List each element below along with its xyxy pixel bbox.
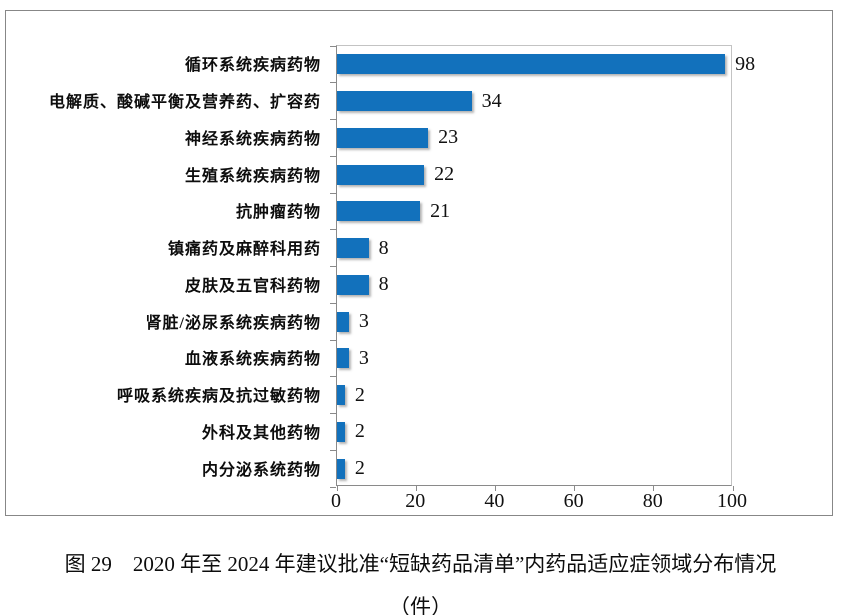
bar	[337, 201, 421, 222]
bar	[337, 54, 726, 75]
figure-caption-line1: 图 29 2020 年至 2024 年建议批准“短缺药品清单”内药品适应症领域分…	[64, 552, 777, 576]
x-axis-tick	[732, 486, 734, 491]
value-label: 2	[354, 420, 365, 443]
bar	[337, 238, 369, 259]
category-label: 抗肿瘤药物	[235, 204, 321, 222]
bar	[337, 311, 349, 332]
value-label: 23	[438, 126, 459, 149]
bar	[337, 164, 425, 185]
bar	[337, 274, 369, 295]
y-axis-tick	[330, 376, 336, 378]
x-axis-tick	[336, 486, 338, 491]
bar	[337, 348, 349, 369]
category-labels: 循环系统疾病药物电解质、酸碱平衡及营养药、扩容药神经系统疾病药物 生殖系统疾病药物…	[6, 45, 321, 486]
x-axis-tick	[494, 486, 496, 491]
category-label: 外科及其他药物	[201, 424, 321, 442]
bar	[337, 91, 472, 112]
bar	[337, 458, 345, 479]
value-label: 8	[378, 236, 389, 259]
y-axis-tick	[330, 82, 336, 84]
x-axis-tick-label: 0	[331, 490, 341, 512]
y-axis-tick	[330, 45, 336, 47]
x-axis-tick-label: 100	[717, 490, 747, 512]
y-axis-tick	[330, 229, 336, 231]
y-axis-tick	[330, 449, 336, 451]
value-label: 34	[481, 89, 502, 112]
y-axis-tick	[330, 302, 336, 304]
value-label: 21	[430, 199, 451, 222]
figure-caption: 图 29 2020 年至 2024 年建议批准“短缺药品清单”内药品适应症领域分…	[0, 548, 841, 615]
y-axis-tick	[330, 155, 336, 157]
category-label: 肾脏/泌尿系统疾病药物	[145, 314, 321, 332]
y-axis-tick	[330, 192, 336, 194]
category-label: 神经系统疾病药物	[184, 130, 321, 148]
plot-area: 98 34 23 22 21 8 8 3 3 2 2 2	[330, 45, 755, 491]
x-axis-tick-label: 40	[484, 490, 505, 512]
figure-caption-unit: （件）	[389, 595, 452, 615]
category-label: 血液系统疾病药物	[184, 351, 321, 369]
bar	[337, 421, 345, 442]
y-axis-tick	[330, 413, 336, 414]
value-label: 3	[358, 310, 369, 333]
x-axis-tick-label: 60	[563, 490, 584, 512]
category-label: 电解质、酸碱平衡及营养药、扩容药	[48, 94, 321, 112]
category-label: 循环系统疾病药物	[184, 57, 321, 75]
x-axis-tick-label: 20	[405, 490, 426, 512]
x-axis-tick-label: 80	[642, 490, 663, 512]
category-label: 内分泌系统药物	[201, 461, 321, 479]
value-label: 98	[735, 52, 756, 75]
bar	[337, 385, 345, 406]
value-label: 2	[354, 457, 365, 480]
y-axis-tick	[330, 486, 336, 488]
y-axis-tick	[330, 119, 336, 120]
value-label: 3	[358, 346, 369, 369]
x-axis-tick	[415, 486, 417, 491]
value-label: 2	[354, 383, 365, 406]
category-label: 呼吸系统疾病及抗过敏药物	[116, 388, 321, 406]
bar	[337, 127, 429, 148]
chart-frame: 循环系统疾病药物电解质、酸碱平衡及营养药、扩容药神经系统疾病药物 生殖系统疾病药物…	[5, 10, 833, 516]
x-axis-labels: 0 20 40 60 80 100	[6, 490, 832, 514]
value-label: 8	[378, 273, 389, 296]
x-axis-tick	[653, 486, 655, 491]
y-axis-tick	[330, 339, 336, 341]
y-axis-tick	[330, 266, 336, 267]
x-axis-tick	[574, 486, 576, 491]
category-label: 皮肤及五官科药物	[184, 277, 321, 295]
category-label: 镇痛药及麻醉科用药	[167, 241, 321, 259]
category-label: 生殖系统疾病药物	[184, 167, 321, 185]
value-label: 22	[434, 163, 455, 186]
